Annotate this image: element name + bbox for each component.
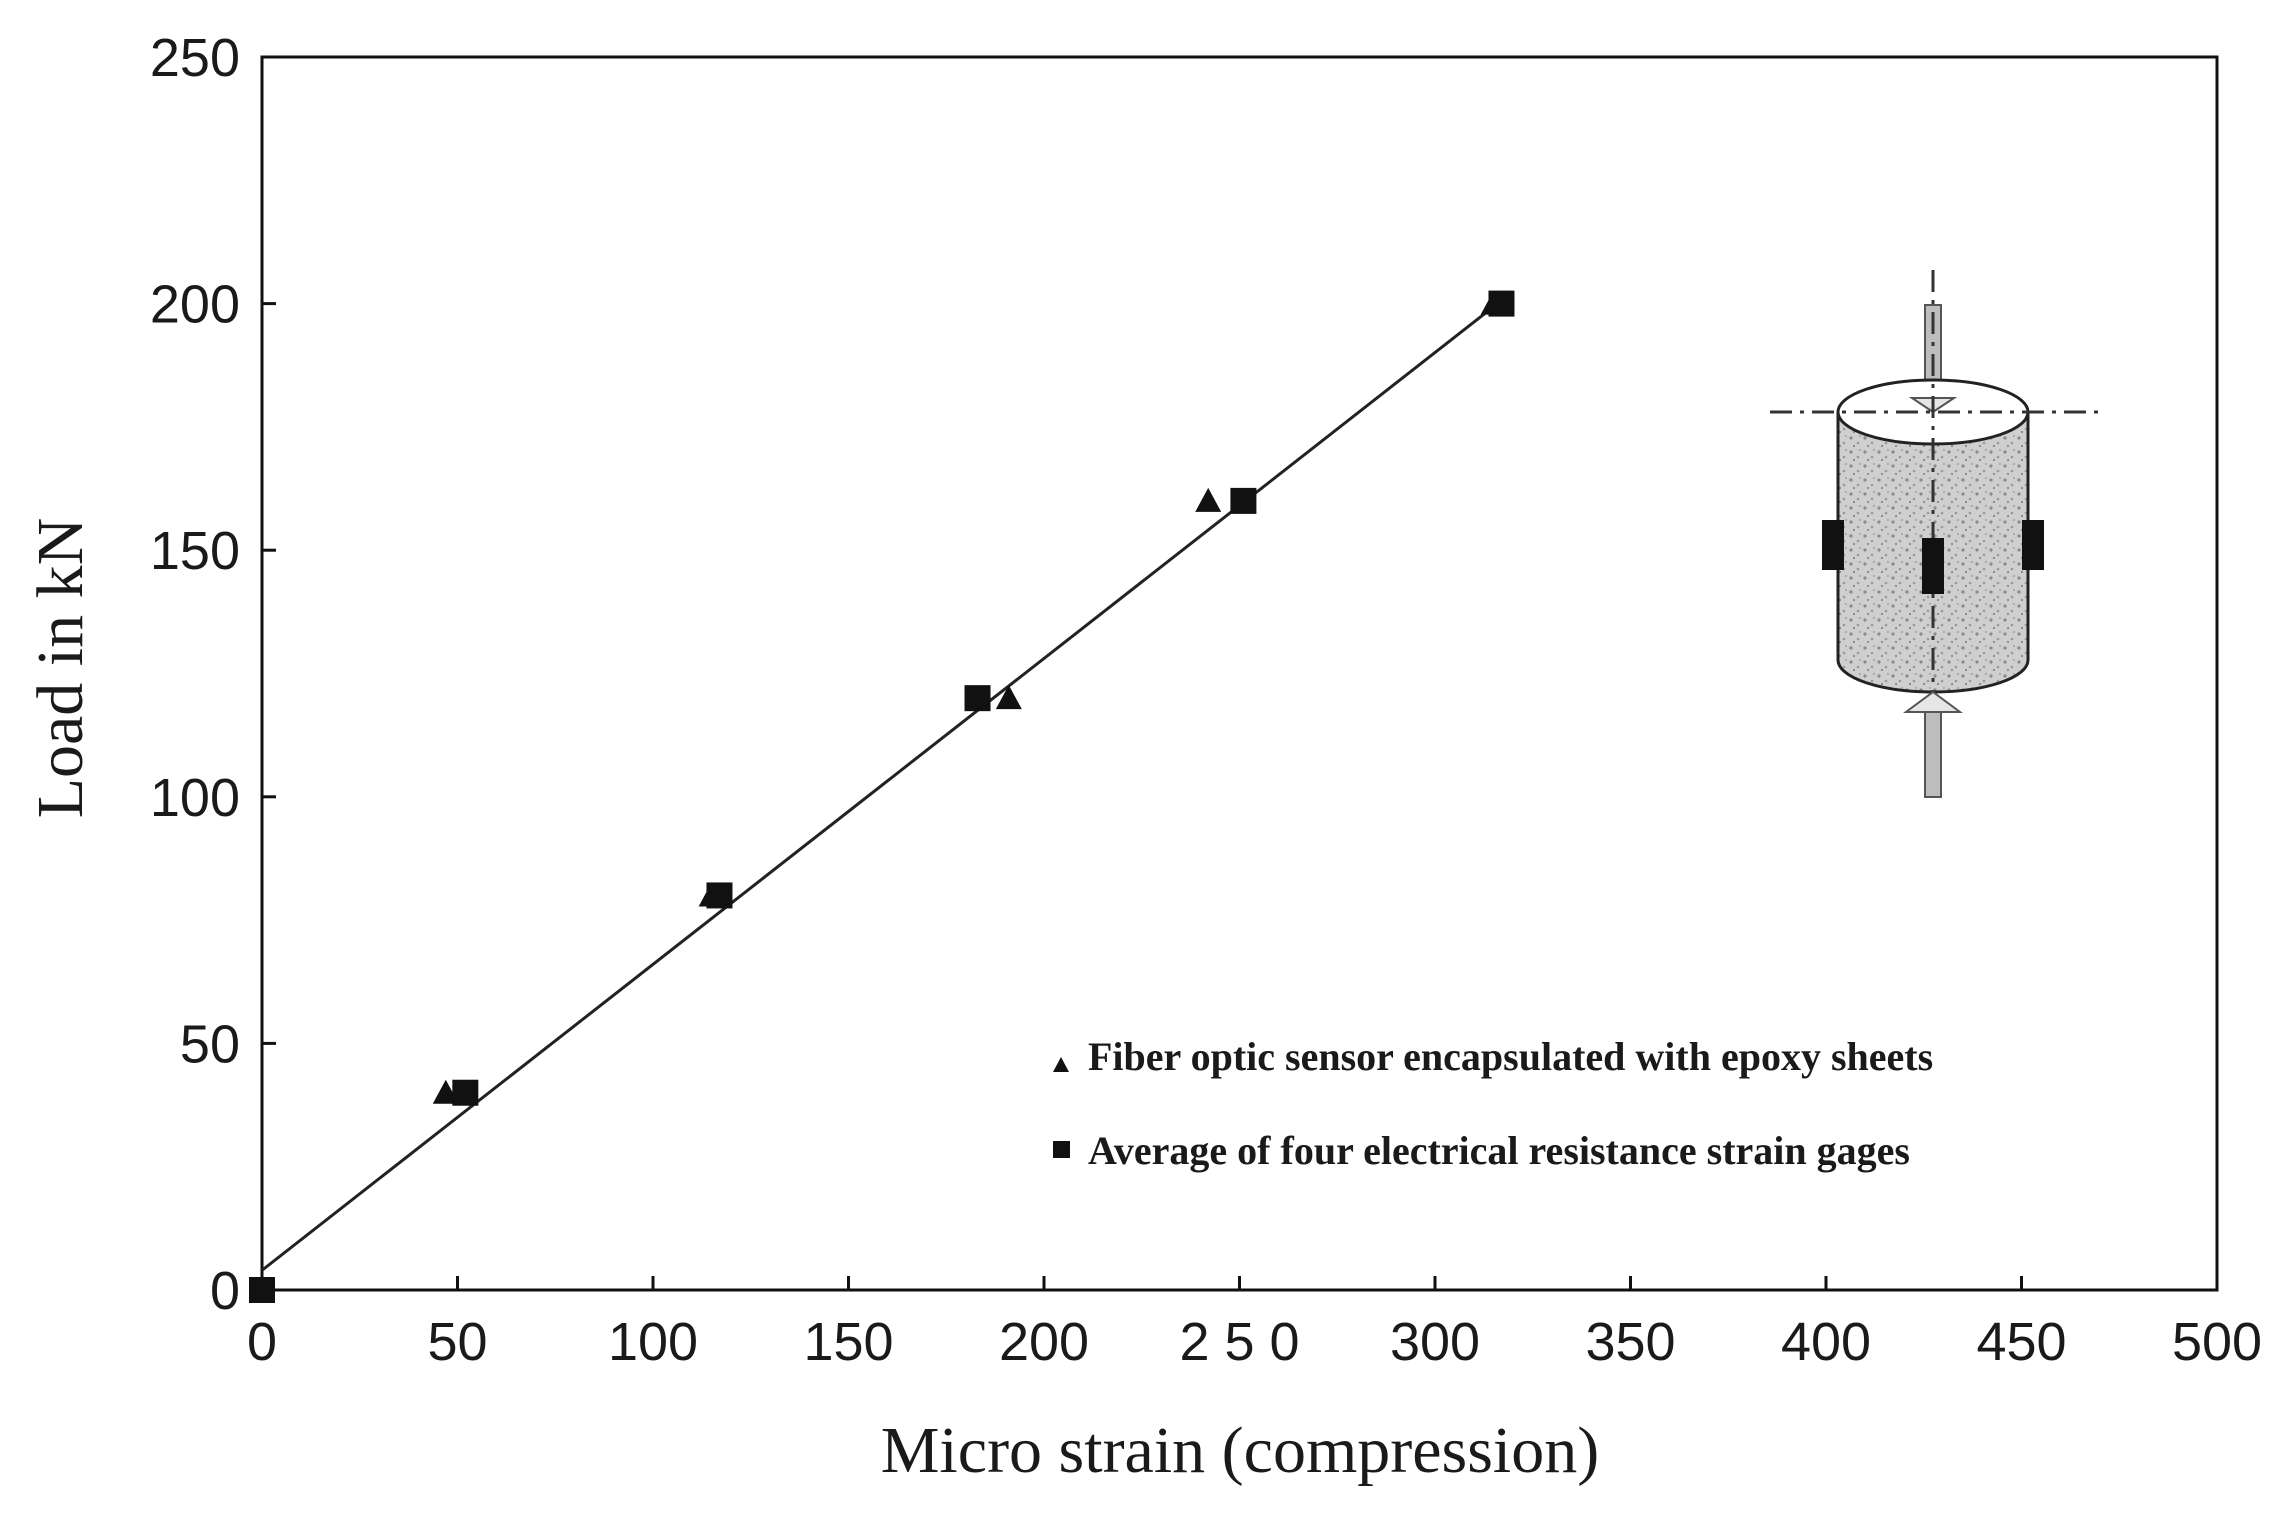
y-tick-label-3: 150: [150, 521, 240, 581]
legend-label-strain-gages: Average of four electrical resistance st…: [1088, 1128, 1910, 1173]
triangle-point-4: [1195, 487, 1222, 512]
x-tick-label-3: 150: [803, 1312, 893, 1372]
x-tick-label-9: 450: [1976, 1312, 2066, 1372]
x-axis-title: Micro strain (compression): [881, 1414, 1600, 1487]
bottom-load-arrow-icon: [1924, 711, 1942, 798]
x-tick-label-5: 2 5 0: [1179, 1312, 1299, 1372]
x-tick-label-0: 0: [247, 1312, 277, 1372]
strain-gage-right-icon: [2022, 520, 2044, 570]
specimen-schematic: [1770, 270, 2100, 800]
x-tick-label-7: 350: [1585, 1312, 1675, 1372]
triangle-point-1: [432, 1079, 459, 1104]
y-tick-label-2: 100: [150, 768, 240, 828]
legend: Fiber optic sensor encapsulated with epo…: [1053, 1034, 1933, 1173]
strain-gage-center-icon: [1922, 538, 1944, 594]
y-tick-label-4: 200: [150, 275, 240, 335]
square-point-4: [1230, 487, 1257, 514]
legend-square-icon: [1053, 1141, 1070, 1158]
axis-tick-labels: 0 50 100 150 200 2 5 0 300 350 400 450 500 0 50 100 15…: [150, 28, 2262, 1372]
x-tick-label-8: 400: [1781, 1312, 1871, 1372]
legend-triangle-icon: [1053, 1057, 1069, 1072]
y-tick-label-5: 250: [150, 28, 240, 88]
y-axis-title: Load in kN: [24, 518, 97, 819]
y-tick-label-1: 50: [180, 1014, 240, 1074]
fit-line: [261, 302, 1499, 1272]
bottom-arrow-head-icon: [1902, 690, 1964, 713]
triangle-point-3: [995, 685, 1022, 710]
strain-gage-left-icon: [1822, 520, 1844, 570]
square-point-1: [452, 1079, 479, 1106]
x-tick-label-4: 200: [999, 1312, 1089, 1372]
y-tick-label-0: 0: [210, 1261, 240, 1321]
x-tick-label-2: 100: [608, 1312, 698, 1372]
x-tick-label-10: 500: [2172, 1312, 2262, 1372]
x-tick-label-6: 300: [1390, 1312, 1480, 1372]
square-point-5: [1488, 290, 1515, 317]
square-point-0: [249, 1277, 275, 1303]
x-tick-label-1: 50: [427, 1312, 487, 1372]
square-point-3: [964, 685, 991, 712]
data-markers: [249, 290, 1515, 1303]
square-point-2: [706, 882, 733, 909]
legend-label-fiber-optic: Fiber optic sensor encapsulated with epo…: [1088, 1034, 1933, 1079]
